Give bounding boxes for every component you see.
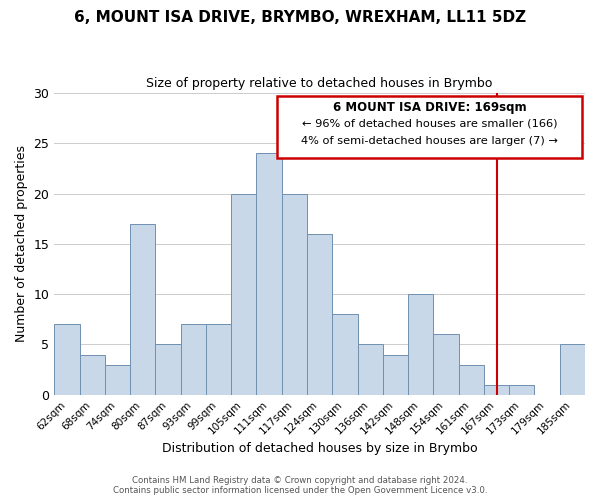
Bar [282, 194, 307, 394]
Title: Size of property relative to detached houses in Brymbo: Size of property relative to detached ho… [146, 78, 493, 90]
Y-axis label: Number of detached properties: Number of detached properties [15, 146, 28, 342]
Bar [54, 324, 80, 394]
Bar [484, 384, 509, 394]
Text: 6 MOUNT ISA DRIVE: 169sqm: 6 MOUNT ISA DRIVE: 169sqm [333, 101, 526, 114]
Bar [358, 344, 383, 395]
Bar [231, 194, 256, 394]
Text: ← 96% of detached houses are smaller (166): ← 96% of detached houses are smaller (16… [302, 118, 557, 128]
Bar [509, 384, 535, 394]
Bar [105, 364, 130, 394]
Bar [332, 314, 358, 394]
Text: Contains HM Land Registry data © Crown copyright and database right 2024.
Contai: Contains HM Land Registry data © Crown c… [113, 476, 487, 495]
Bar [80, 354, 105, 395]
Bar [383, 354, 408, 395]
FancyBboxPatch shape [277, 96, 583, 158]
Bar [256, 154, 282, 394]
Bar [307, 234, 332, 394]
Bar [408, 294, 433, 394]
Bar [155, 344, 181, 395]
Text: 4% of semi-detached houses are larger (7) →: 4% of semi-detached houses are larger (7… [301, 136, 558, 146]
Bar [433, 334, 458, 394]
X-axis label: Distribution of detached houses by size in Brymbo: Distribution of detached houses by size … [162, 442, 478, 455]
Bar [560, 344, 585, 395]
Bar [130, 224, 155, 394]
Bar [458, 364, 484, 394]
Bar [206, 324, 231, 394]
Text: 6, MOUNT ISA DRIVE, BRYMBO, WREXHAM, LL11 5DZ: 6, MOUNT ISA DRIVE, BRYMBO, WREXHAM, LL1… [74, 10, 526, 25]
Bar [181, 324, 206, 394]
